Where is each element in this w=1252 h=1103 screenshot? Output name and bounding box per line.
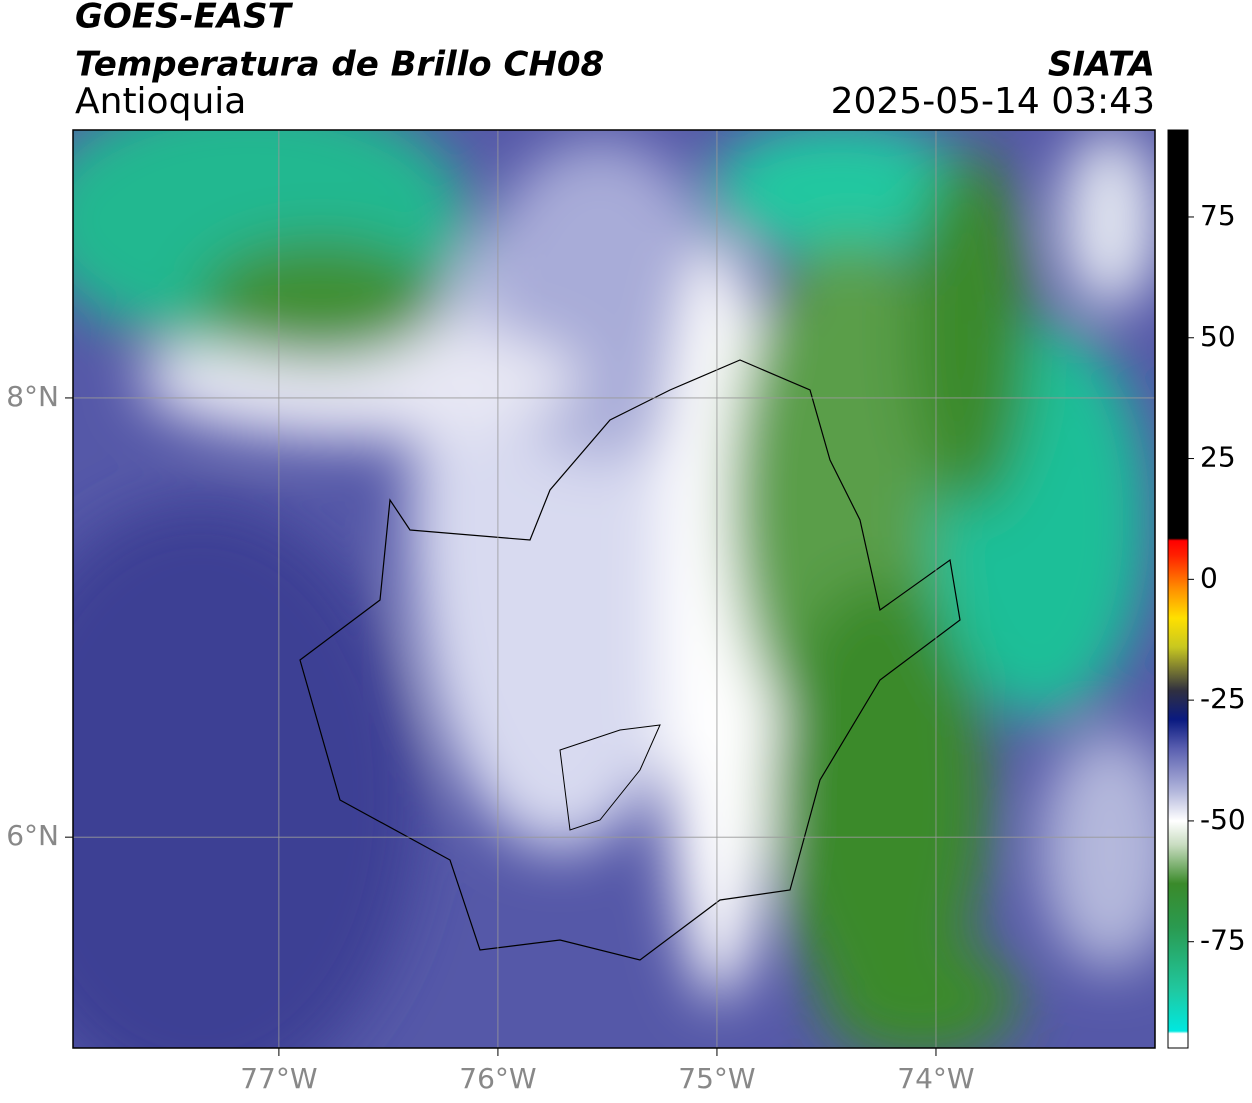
source: SIATA <box>1048 45 1155 85</box>
colorbar <box>1167 129 1189 1049</box>
colorbar-tick-label: -75 <box>1200 924 1246 957</box>
colorbar-tick-label: -25 <box>1200 682 1246 715</box>
y-tick-label: 8°N <box>6 380 59 413</box>
x-tick-label: 76°W <box>459 1062 536 1095</box>
map-frame <box>72 129 1156 1049</box>
colorbar-tick-label: 50 <box>1200 320 1236 353</box>
x-tick-label: 74°W <box>897 1062 974 1095</box>
title: GOES-EAST <box>75 0 294 37</box>
colorbar-tick-label: 25 <box>1200 441 1236 474</box>
satellite-image <box>73 130 1155 1048</box>
colorbar-tick-label: 75 <box>1200 199 1236 232</box>
x-tick-label: 77°W <box>240 1062 317 1095</box>
colorbar-tick-label: 0 <box>1200 561 1218 594</box>
x-tick-label: 75°W <box>678 1062 755 1095</box>
region: Antioquia <box>75 81 246 122</box>
subtitle: Temperatura de Brillo CH08 <box>75 45 604 85</box>
timestamp: 2025-05-14 03:43 <box>831 81 1155 122</box>
y-tick-label: 6°N <box>6 819 59 852</box>
colorbar-tick-label: -50 <box>1200 803 1246 836</box>
